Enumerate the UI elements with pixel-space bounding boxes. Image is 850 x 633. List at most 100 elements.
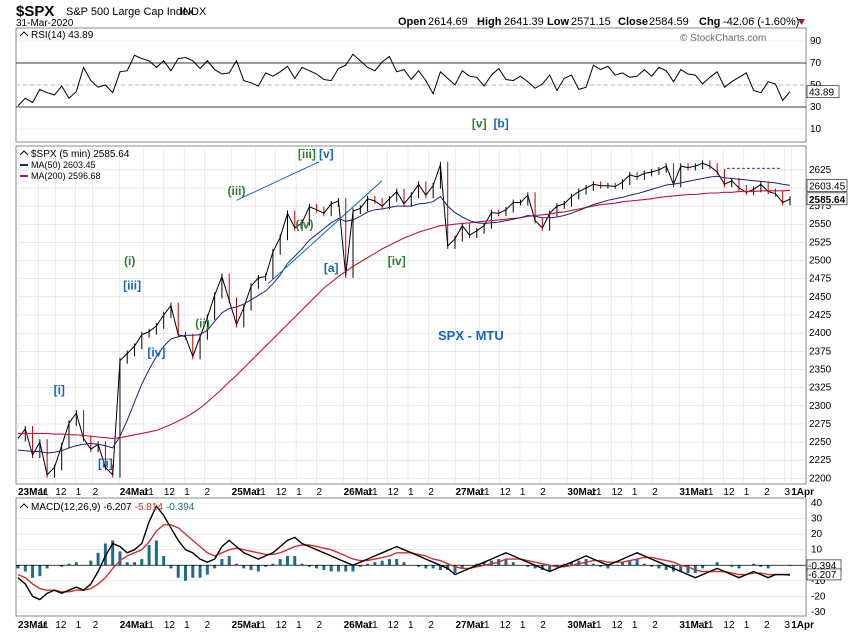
price-tick-label: 2275	[809, 419, 832, 430]
high-value: 2641.39	[504, 16, 544, 28]
x-tick-label-bottom: 1	[296, 620, 302, 631]
x-tick-label: 12	[276, 487, 288, 498]
x-tick-label: 23Mar	[18, 487, 47, 498]
x-tick-label: 2	[316, 487, 322, 498]
ma200-legend: MA(200) 2596.68	[31, 171, 101, 181]
x-tick-label: 1Apr	[791, 487, 814, 498]
wave-label: [iv]	[147, 345, 165, 359]
price-tick-label: 2375	[809, 346, 832, 357]
macd-tick-label: 20	[811, 529, 823, 540]
x-tick-label-bottom: 24Mar	[120, 620, 149, 631]
macd-signal-line	[17, 524, 791, 593]
x-tick-label-bottom: 26Mar	[344, 620, 373, 631]
macd-tick-label: 40	[811, 498, 823, 509]
close-value: 2584.59	[649, 16, 689, 28]
price-tick-label: 2225	[809, 455, 832, 466]
x-tick-label: 12	[164, 487, 176, 498]
macd-tick-label: 10	[811, 545, 823, 556]
x-tick-label: 11	[703, 487, 714, 498]
x-tick-label-bottom: 3	[784, 620, 790, 631]
ma200-line	[18, 189, 791, 439]
x-tick-label-bottom: 2	[428, 620, 434, 631]
lower-trendline	[267, 180, 383, 285]
wave-label: (i)	[124, 254, 135, 268]
x-tick-label: 12	[500, 487, 512, 498]
price-legend: $SPX (5 min) 2585.64 MA(50) 2603.45 MA(2…	[19, 149, 130, 181]
wave-label: (ii)	[195, 316, 210, 330]
macd-last-badge-label: -6.207	[808, 570, 837, 581]
exchange-label: INDX	[180, 6, 207, 18]
price-tick-label: 2575	[809, 201, 832, 212]
hist-value: -0.394	[166, 502, 195, 513]
down-triangle-icon	[798, 19, 805, 25]
wave-label: [v]	[472, 117, 487, 131]
x-axis-layer: 23Mar23Mar11111212112224Mar24Mar11111212…	[18, 487, 814, 631]
x-tick-label: 12	[388, 487, 400, 498]
x-tick-label-bottom: 12	[55, 620, 67, 631]
symbol-title: $SPX	[16, 3, 54, 20]
x-tick-label-bottom: 1	[76, 620, 82, 631]
x-tick-label: 31Mar	[679, 487, 708, 498]
annotation-spx-mtu: SPX - MTU	[438, 328, 504, 343]
price-title: $SPX (5 min) 2585.64	[31, 149, 130, 160]
high-label: High	[477, 16, 502, 28]
x-tick-label-bottom: 2	[205, 620, 211, 631]
x-tick-label: 11	[143, 487, 154, 498]
x-tick-label-bottom: 12	[500, 620, 512, 631]
x-tick-label-bottom: 11	[143, 620, 154, 631]
price-tick-label: 2625	[809, 165, 832, 176]
x-tick-label: 1	[744, 487, 750, 498]
price-layer: 2200 2225 2250 2275 2300 2325 2350 2375 2400 2425…	[16, 117, 848, 484]
signal-value: -5.814	[135, 502, 164, 513]
price-tick-label: 2250	[809, 437, 832, 448]
x-tick-label-bottom: 1	[184, 620, 190, 631]
wave-label: [a]	[324, 261, 339, 275]
x-tick-label-bottom: 11	[38, 620, 49, 631]
macd-tick-label: -30	[811, 607, 826, 618]
x-tick-label: 1	[76, 487, 82, 498]
macd-tick-label: -10	[811, 576, 826, 587]
x-tick-label-bottom: 12	[164, 620, 176, 631]
price-tick-label: 2400	[809, 328, 832, 339]
watermark: © StockCharts.com	[680, 33, 766, 44]
x-tick-label-bottom: 2	[764, 620, 770, 631]
price-line	[17, 162, 791, 476]
rsi-line	[17, 53, 791, 107]
open-value: 2614.69	[428, 16, 468, 28]
x-tick-label-bottom: 31Mar	[679, 620, 708, 631]
rsi-tick-label: 10	[810, 124, 822, 135]
rsi-tick-label: 90	[810, 36, 822, 47]
x-tick-label: 11	[255, 487, 266, 498]
macd-tick-label: 30	[811, 514, 823, 525]
index-name: S&P 500 Large Cap Index	[66, 6, 194, 18]
wave-label: [iii]	[298, 147, 316, 161]
x-tick-label: 1	[296, 487, 302, 498]
price-tick-label: 2475	[809, 274, 832, 285]
x-tick-label-bottom: 12	[723, 620, 735, 631]
ohlc-summary: Open 2614.69 High 2641.39 Low 2571.15 Cl…	[398, 16, 805, 28]
x-tick-label: 12	[55, 487, 67, 498]
x-tick-label: 24Mar	[120, 487, 149, 498]
macd-layer: -30-20-10010203040-0.394-6.207	[16, 498, 842, 618]
x-tick-label-bottom: 2	[316, 620, 322, 631]
x-tick-label: 12	[612, 487, 624, 498]
x-tick-label: 11	[591, 487, 602, 498]
macd-line	[17, 504, 791, 601]
x-tick-label-bottom: 11	[703, 620, 714, 631]
x-tick-label: 12	[723, 487, 735, 498]
x-tick-label: 2	[205, 487, 211, 498]
price-tick-label: 2350	[809, 364, 832, 375]
ma50-line	[17, 175, 791, 454]
x-tick-label: 2	[764, 487, 770, 498]
price-tick-label: 2200	[809, 473, 832, 484]
x-tick-label: 27Mar	[455, 487, 484, 498]
x-tick-label: 2	[652, 487, 658, 498]
x-tick-label: 2	[93, 487, 99, 498]
x-tick-label: 11	[38, 487, 49, 498]
rsi-title: RSI(14) 43.89	[31, 30, 94, 41]
ma50-legend: MA(50) 2603.45	[31, 160, 96, 170]
x-tick-label: 3	[784, 487, 790, 498]
x-tick-label-bottom: 27Mar	[455, 620, 484, 631]
price-tick-label: 2450	[809, 292, 832, 303]
price-tick-label: 2425	[809, 310, 832, 321]
